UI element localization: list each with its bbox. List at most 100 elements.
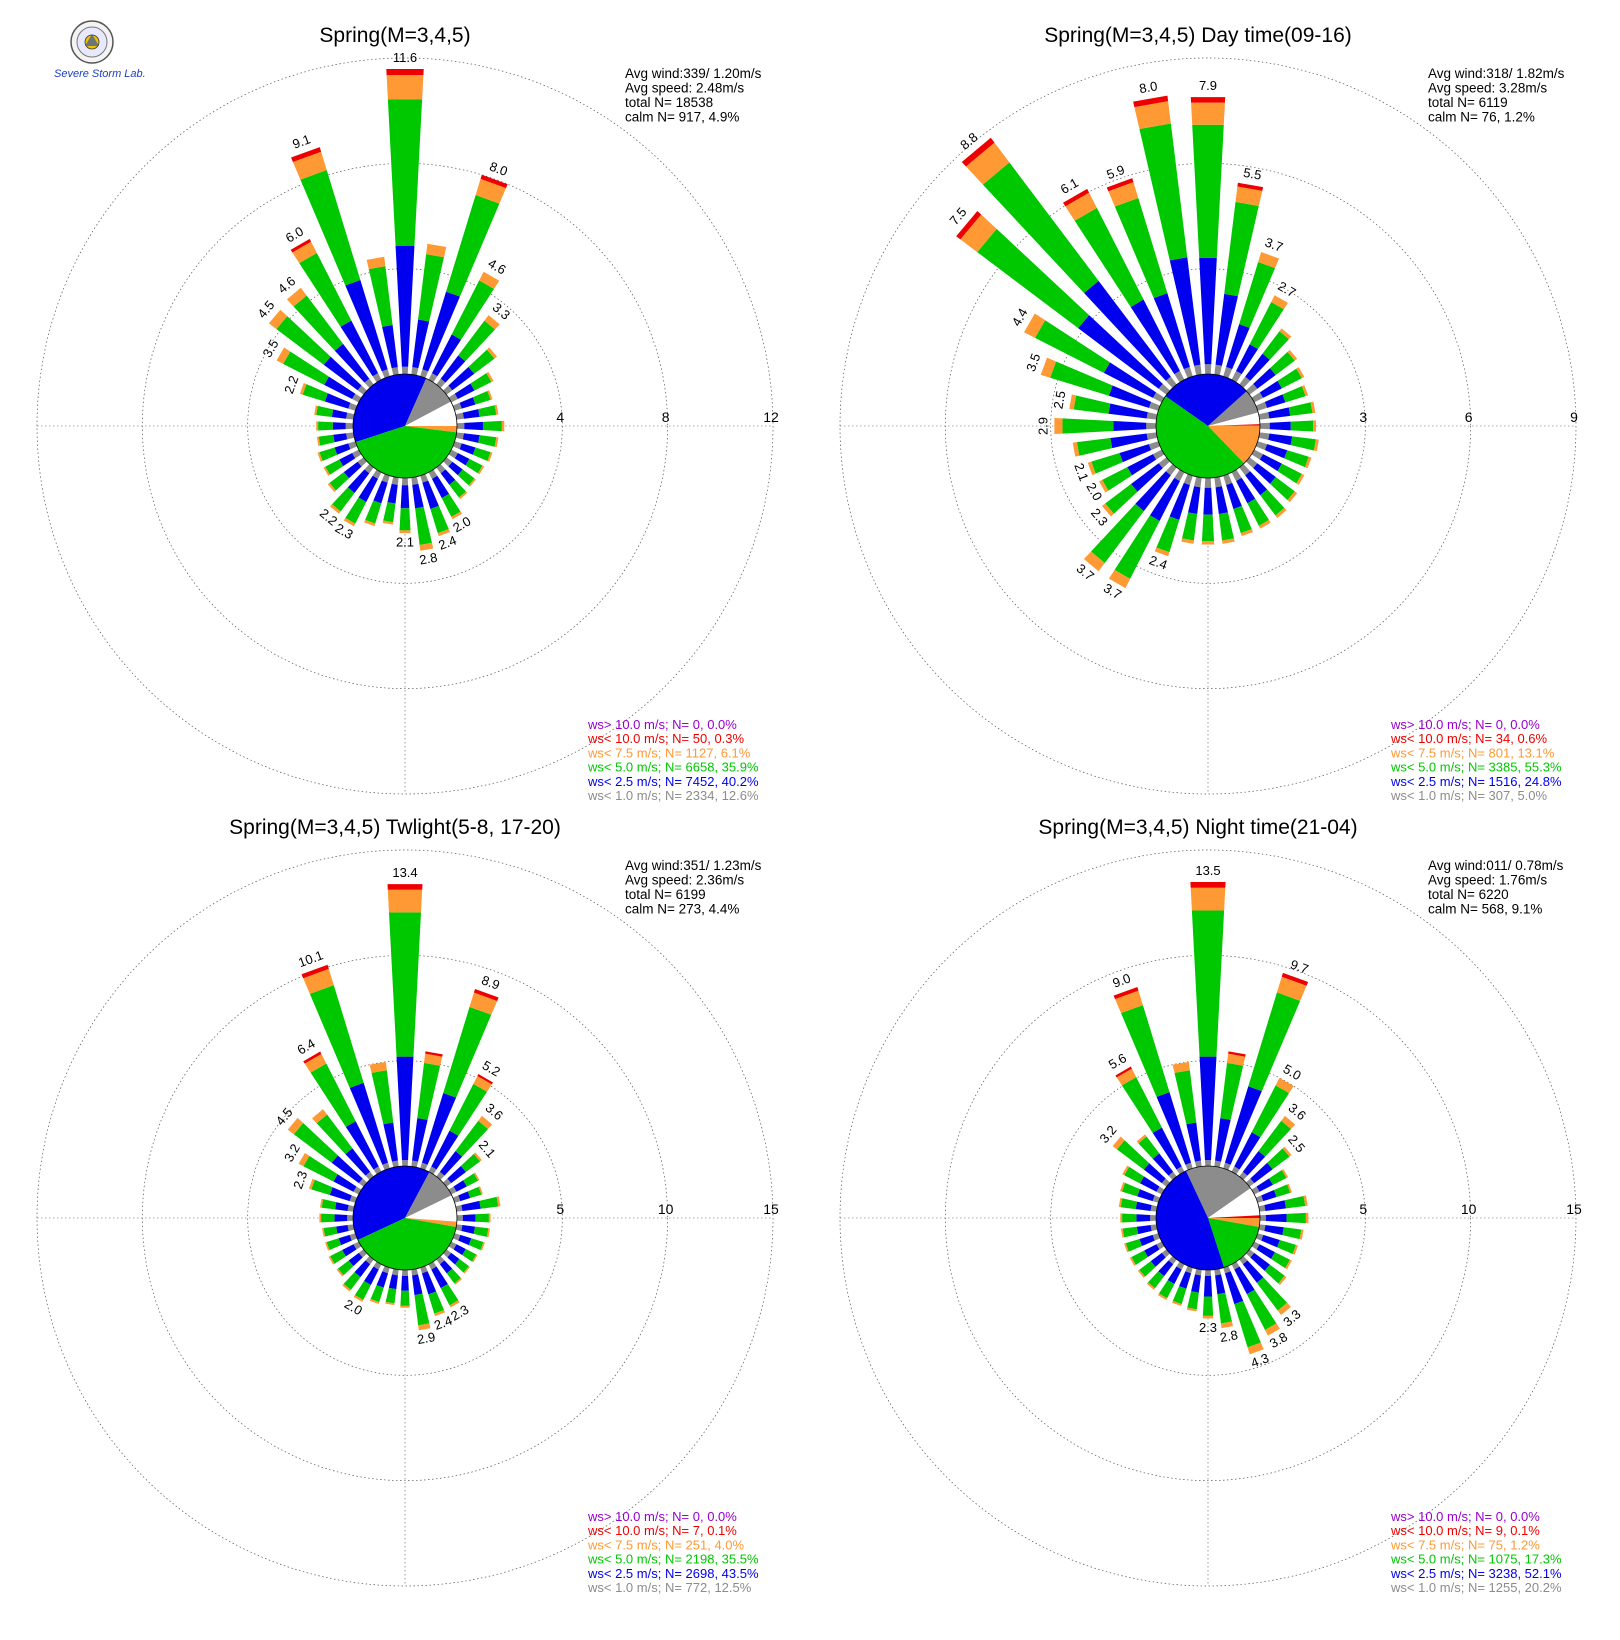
sector-segment-gray bbox=[1150, 1204, 1158, 1212]
sector-segment-orange bbox=[1157, 1293, 1168, 1300]
sector-segment-blue bbox=[1199, 257, 1217, 365]
sector-segment-blue bbox=[323, 356, 362, 391]
sector-segment-blue bbox=[347, 469, 370, 493]
sector-segment-orange bbox=[1134, 101, 1171, 130]
sector-segment-blue bbox=[1127, 454, 1157, 476]
sector-segment-green bbox=[283, 351, 329, 385]
sector-segment-green bbox=[400, 1290, 410, 1306]
legend-entry: ws< 10.0 m/s; N= 50, 0.3% bbox=[587, 731, 745, 746]
sector-segment-red bbox=[303, 1051, 322, 1064]
sector-segment-green bbox=[1233, 505, 1252, 534]
sector-segment-blue bbox=[1078, 315, 1163, 389]
sector-segment-orange bbox=[1101, 503, 1114, 517]
sector-segment-orange bbox=[437, 529, 451, 537]
sector-segment-gray bbox=[1214, 476, 1222, 488]
sector-segment-blue bbox=[440, 469, 456, 485]
sector-segment-orange bbox=[298, 1152, 310, 1167]
sector-segment-blue bbox=[331, 1155, 363, 1184]
sector-segment-green bbox=[418, 254, 444, 322]
sector-segment-orange bbox=[292, 241, 317, 264]
sector-value-label: 2.8 bbox=[418, 550, 438, 568]
sector-segment-red bbox=[477, 1074, 493, 1085]
sector-segment-green bbox=[1158, 1280, 1175, 1299]
sector-value-label: 8.0 bbox=[488, 159, 510, 179]
sector-segment-red bbox=[387, 884, 423, 890]
sector-segment-blue bbox=[334, 343, 370, 383]
sector-segment-green bbox=[1218, 512, 1234, 541]
sector-segment-orange bbox=[1087, 461, 1096, 476]
sector-segment-blue bbox=[1169, 482, 1190, 521]
sector-segment-blue bbox=[1215, 1118, 1231, 1162]
range-ring bbox=[839, 849, 1577, 1587]
sector-segment-green bbox=[303, 1155, 338, 1182]
sector-segment-blue bbox=[431, 1266, 448, 1289]
stats-line: Avg speed: 2.48m/s bbox=[625, 81, 744, 96]
sector-segment-blue bbox=[396, 1056, 414, 1161]
sector-segment-green bbox=[343, 1272, 361, 1290]
sector-segment-green bbox=[1050, 361, 1113, 396]
legend: ws> 10.0 m/s; N= 0, 0.0%ws< 10.0 m/s; N=… bbox=[1390, 717, 1562, 803]
sector-segment-blue bbox=[343, 461, 362, 479]
pie-slice-white bbox=[1208, 412, 1260, 426]
sector-segment-blue bbox=[1269, 421, 1291, 431]
sector-segment-gray bbox=[448, 393, 458, 403]
sector-segment-green bbox=[1202, 1296, 1214, 1316]
sector-value-label: 5.5 bbox=[1242, 165, 1262, 183]
sector-segment-gray bbox=[1255, 1195, 1264, 1203]
legend-entry: ws< 5.0 m/s; N= 3385, 55.3% bbox=[1390, 760, 1562, 775]
sector-segment-blue bbox=[387, 483, 398, 504]
sector-segment-blue bbox=[1234, 1266, 1255, 1295]
sector-segment-blue bbox=[1215, 293, 1238, 366]
sector-segment-blue bbox=[1224, 1271, 1244, 1305]
pie-outline bbox=[352, 1165, 458, 1271]
sector-segment-blue bbox=[1191, 1274, 1201, 1293]
sector-segment-orange bbox=[1287, 1183, 1292, 1193]
sector-segment-gray bbox=[1214, 1268, 1222, 1276]
sector-segment-green bbox=[441, 493, 461, 517]
sector-segment-orange bbox=[1281, 1115, 1296, 1129]
sector-segment-orange bbox=[330, 504, 341, 514]
sector-segment-orange bbox=[1181, 538, 1194, 544]
ring-label: 3 bbox=[1359, 409, 1367, 425]
sector-segment-green bbox=[1091, 503, 1144, 563]
sector-segment-orange bbox=[1271, 295, 1288, 310]
sector-segment-gray bbox=[456, 422, 465, 430]
sector-value-label: 6.4 bbox=[294, 1036, 317, 1058]
sector-segment-green bbox=[319, 447, 338, 461]
sector-segment-gray bbox=[452, 441, 462, 450]
pie-slice-blue bbox=[1165, 374, 1247, 426]
sector-segment-blue bbox=[1236, 477, 1256, 504]
sector-segment-orange bbox=[1099, 479, 1109, 493]
sector-segment-green bbox=[1251, 1085, 1290, 1138]
sector-segment-gray bbox=[1231, 469, 1242, 482]
sector-value-label: 2.2 bbox=[281, 374, 301, 396]
sector-segment-blue bbox=[1236, 344, 1259, 375]
sector-segment-green bbox=[1139, 123, 1188, 261]
sector-value-label: 2.1 bbox=[1071, 461, 1091, 483]
sector-segment-orange bbox=[426, 243, 447, 258]
sector-segment-green bbox=[470, 373, 492, 391]
pie-slice-white bbox=[405, 1195, 457, 1222]
sector-segment-gray bbox=[428, 373, 438, 383]
sector-segment-blue bbox=[1256, 1178, 1273, 1192]
sector-segment-gray bbox=[1255, 401, 1268, 411]
sector-segment-orange bbox=[1301, 385, 1309, 397]
sector-segment-orange bbox=[382, 520, 394, 525]
sector-segment-green bbox=[365, 500, 382, 524]
sector-segment-blue bbox=[1179, 1271, 1192, 1289]
sector-segment-gray bbox=[1194, 1268, 1202, 1276]
sector-segment-blue bbox=[422, 480, 439, 509]
sector-segment-gray bbox=[1194, 1160, 1202, 1168]
sector-segment-green bbox=[1035, 320, 1110, 373]
sector-segment-gray bbox=[420, 369, 429, 379]
lab-logo-text: Severe Storm Lab. bbox=[54, 68, 146, 80]
sector-segment-gray bbox=[401, 1160, 409, 1167]
sector-segment-orange bbox=[1258, 519, 1271, 529]
sector-segment-orange bbox=[1303, 1195, 1308, 1207]
sector-segment-orange bbox=[478, 1115, 493, 1129]
sector-segment-blue bbox=[1152, 1153, 1174, 1176]
sector-segment-orange bbox=[327, 482, 336, 492]
sector-segment-gray bbox=[1246, 457, 1258, 469]
sector-segment-orange bbox=[1083, 551, 1105, 572]
sector-segment-green bbox=[1114, 515, 1160, 579]
